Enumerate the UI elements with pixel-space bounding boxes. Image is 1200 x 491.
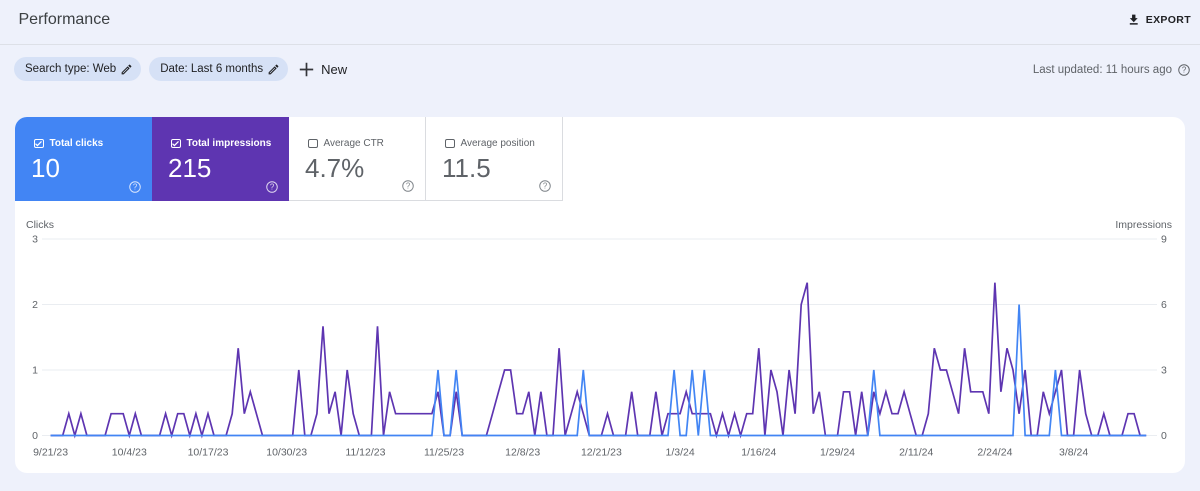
svg-text:0: 0 — [32, 430, 38, 442]
svg-text:10/4/23: 10/4/23 — [112, 447, 147, 459]
svg-text:Impressions: Impressions — [1115, 219, 1172, 231]
svg-text:?: ? — [1182, 66, 1187, 75]
svg-text:3/8/24: 3/8/24 — [1059, 447, 1088, 459]
svg-text:0: 0 — [1161, 430, 1167, 442]
svg-text:6: 6 — [1161, 299, 1167, 311]
svg-text:12/8/23: 12/8/23 — [505, 447, 540, 459]
svg-text:3: 3 — [1161, 365, 1167, 377]
svg-text:10/17/23: 10/17/23 — [188, 447, 229, 459]
svg-text:?: ? — [543, 182, 548, 191]
svg-text:?: ? — [270, 183, 275, 192]
svg-text:1/16/24: 1/16/24 — [741, 447, 776, 459]
svg-text:?: ? — [133, 183, 138, 192]
svg-text:2: 2 — [32, 299, 38, 311]
svg-text:12/21/23: 12/21/23 — [581, 447, 622, 459]
svg-text:2/11/24: 2/11/24 — [899, 447, 933, 459]
svg-text:2/24/24: 2/24/24 — [977, 447, 1012, 459]
svg-text:?: ? — [406, 182, 411, 191]
svg-text:Clicks: Clicks — [26, 219, 54, 231]
svg-text:1/29/24: 1/29/24 — [820, 447, 855, 459]
svg-text:9: 9 — [1161, 234, 1167, 246]
svg-text:11/12/23: 11/12/23 — [345, 447, 385, 459]
svg-text:11/25/23: 11/25/23 — [424, 447, 464, 459]
svg-text:3: 3 — [32, 234, 38, 246]
svg-text:1/3/24: 1/3/24 — [665, 447, 694, 459]
svg-text:10/30/23: 10/30/23 — [266, 447, 307, 459]
svg-text:9/21/23: 9/21/23 — [33, 447, 68, 459]
svg-text:1: 1 — [32, 365, 38, 377]
